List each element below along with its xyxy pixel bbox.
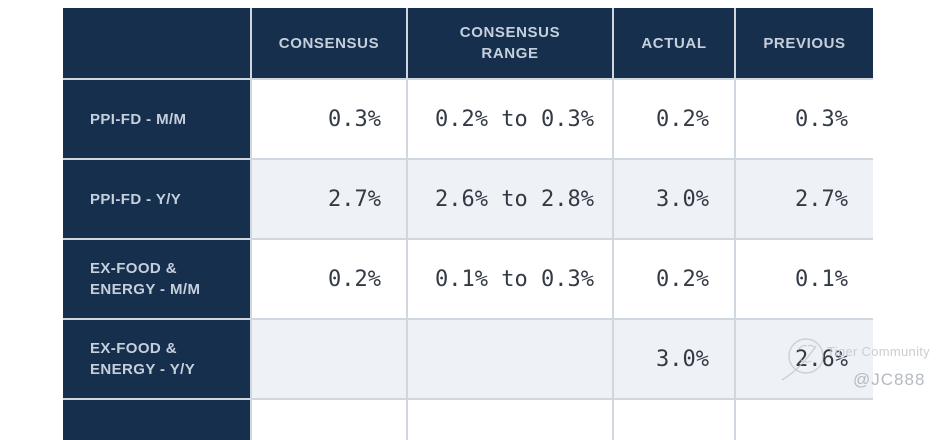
cell-ex-food-energy-yy-consensus-range: [408, 320, 612, 398]
cell-ex-food-energy-mm-previous: 0.1%: [736, 240, 873, 318]
cell-ex-food-energy-mm-consensus: 0.2%: [252, 240, 406, 318]
economic-indicator-table: CONSENSUS CONSENSUS RANGE ACTUAL PREVIOU…: [63, 8, 873, 440]
cell-ex-food-energy-yy-actual: 3.0%: [614, 320, 734, 398]
cell-next-cutoff-actual: [614, 400, 734, 440]
header-previous: PREVIOUS: [736, 8, 873, 78]
header-consensus-range: CONSENSUS RANGE: [408, 8, 612, 78]
cell-ex-food-energy-mm-consensus-range: 0.1% to 0.3%: [408, 240, 612, 318]
watermark-brand-text: Tiger Community: [827, 344, 930, 359]
cell-ppi-fd-yy-previous: 2.7%: [736, 160, 873, 238]
cell-ex-food-energy-yy-previous: 2.6%: [736, 320, 873, 398]
cell-ppi-fd-yy-consensus-range: 2.6% to 2.8%: [408, 160, 612, 238]
header-consensus: CONSENSUS: [252, 8, 406, 78]
row-label-ex-food-energy-mm: EX-FOOD & ENERGY - M/M: [63, 240, 250, 318]
cell-ex-food-energy-mm-actual: 0.2%: [614, 240, 734, 318]
cell-ppi-fd-mm-actual: 0.2%: [614, 80, 734, 158]
cell-next-cutoff-previous: [736, 400, 873, 440]
header-corner-cell: [63, 8, 250, 78]
row-label-next-cutoff: [63, 400, 250, 440]
tiger-community-logo-icon: [781, 338, 824, 381]
cell-ppi-fd-mm-consensus-range: 0.2% to 0.3%: [408, 80, 612, 158]
cell-next-cutoff-consensus-range: [408, 400, 612, 440]
header-actual: ACTUAL: [614, 8, 734, 78]
cell-ex-food-energy-yy-consensus: [252, 320, 406, 398]
cell-ppi-fd-mm-consensus: 0.3%: [252, 80, 406, 158]
row-label-ppi-fd-mm: PPI-FD - M/M: [63, 80, 250, 158]
cell-next-cutoff-consensus: [252, 400, 406, 440]
cell-ppi-fd-yy-consensus: 2.7%: [252, 160, 406, 238]
watermark-handle-text: @JC888: [853, 370, 926, 389]
cell-ppi-fd-mm-previous: 0.3%: [736, 80, 873, 158]
row-label-ex-food-energy-yy: EX-FOOD & ENERGY - Y/Y: [63, 320, 250, 398]
cell-ppi-fd-yy-actual: 3.0%: [614, 160, 734, 238]
row-label-ppi-fd-yy: PPI-FD - Y/Y: [63, 160, 250, 238]
